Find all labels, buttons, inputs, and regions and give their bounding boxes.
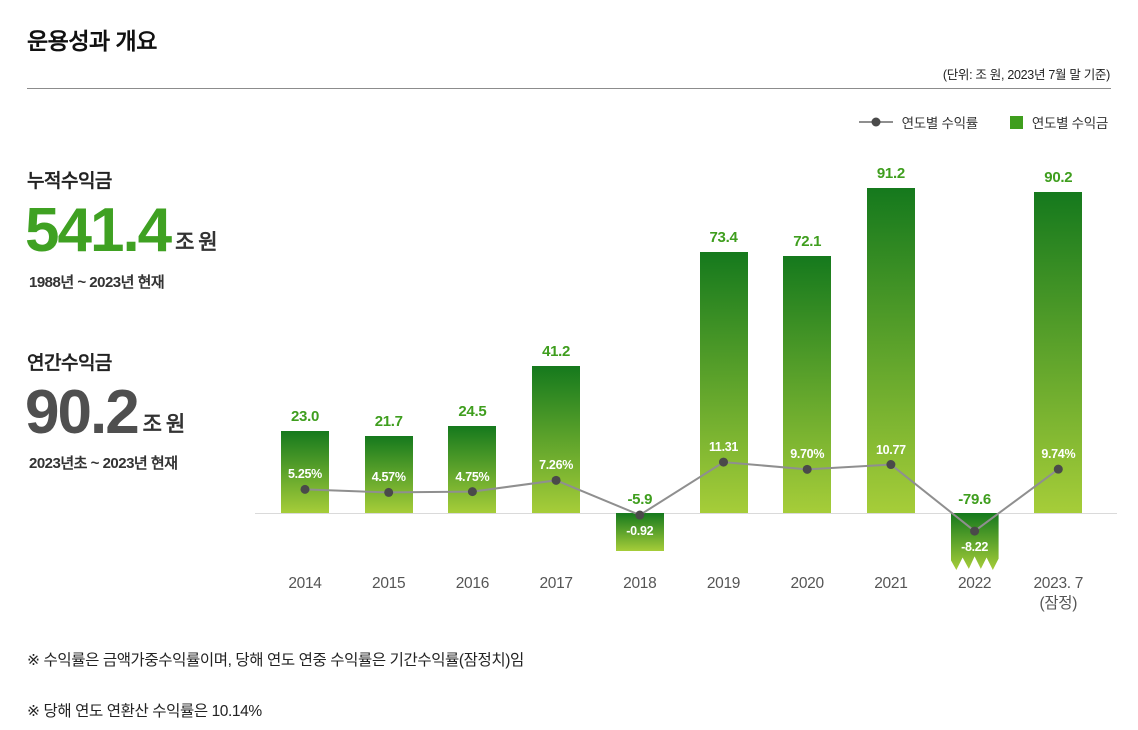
performance-chart: 23.0 5.25% 2014 21.7 4.57% 2015 24.5 4.75% 2016 4… <box>255 140 1117 625</box>
legend-item-amount: 연도별 수익금 <box>1009 112 1108 132</box>
rate-value-label: 4.57% <box>371 470 406 485</box>
cumulative-profit-period: 1988년 ~ 2023년 현재 <box>29 274 165 291</box>
bar-2020 <box>783 256 832 513</box>
annual-profit-label: 연간수익금 <box>27 353 112 374</box>
unit-note: (단위: 조 원, 2023년 7월 말 기준) <box>942 68 1110 82</box>
x-axis-label: 2015 <box>372 575 406 592</box>
annual-profit-unit: 조 원 <box>142 413 185 437</box>
page-title: 운용성과 개요 <box>27 28 157 54</box>
line-marker-icon <box>858 121 893 123</box>
cumulative-profit-number: 541.4 <box>25 196 172 265</box>
bar-2021 <box>866 188 915 513</box>
cumulative-profit-value: 541.4 조 원 <box>25 196 218 265</box>
bar-value-label: 72.1 <box>793 233 822 251</box>
x-axis-label: 2016 <box>455 575 490 592</box>
legend-amount-label: 연도별 수익금 <box>1031 116 1108 131</box>
bar-value-label: -5.9 <box>627 491 653 508</box>
bar-value-label: 90.2 <box>1044 168 1073 186</box>
annual-profit-value: 90.2 조 원 <box>25 378 185 447</box>
x-axis-label: 2019 <box>706 575 741 592</box>
bar-2023. 7 <box>1034 191 1083 513</box>
x-axis-label: 2023. 7 (잠정) <box>1033 575 1084 613</box>
bar-2019 <box>699 251 748 513</box>
bar-value-label: 41.2 <box>542 343 571 361</box>
header-divider <box>27 88 1111 89</box>
rate-value-label: 9.74% <box>1041 447 1076 462</box>
rate-value-label: -0.92 <box>626 524 654 539</box>
cumulative-profit-label: 누적수익금 <box>27 171 112 192</box>
bar-value-label: -79.6 <box>958 491 991 508</box>
legend-item-rate: 연도별 수익률 <box>858 112 978 132</box>
chart-legend: 연도별 수익률 연도별 수익금 <box>858 112 1108 132</box>
rate-value-label: 4.75% <box>455 469 490 484</box>
bar-value-label: 24.5 <box>458 402 487 420</box>
x-axis-label: 2017 <box>539 575 573 592</box>
rate-value-label: 11.31 <box>708 440 739 455</box>
annual-profit-period: 2023년초 ~ 2023년 현재 <box>29 455 178 472</box>
rate-value-label: 9.70% <box>790 447 825 462</box>
x-axis-label: 2018 <box>623 575 657 592</box>
legend-rate-label: 연도별 수익률 <box>901 116 978 131</box>
x-axis-label: 2021 <box>874 575 908 592</box>
footnote-1: ※ 수익률은 금액가중수익률이며, 당해 연도 연중 수익률은 기간수익률(잠정… <box>27 652 524 669</box>
annual-profit-number: 90.2 <box>25 378 140 447</box>
footnote-2: ※ 당해 연도 연환산 수익률은 10.14% <box>27 703 262 720</box>
rate-value-label: 10.77 <box>876 442 906 457</box>
bar-value-label: 91.2 <box>876 165 905 183</box>
rate-value-label: 7.26% <box>539 458 574 473</box>
x-axis-label: 2022 <box>957 575 992 592</box>
bar-2017 <box>532 366 581 513</box>
x-axis-label: 2020 <box>790 575 825 592</box>
footnotes: ※ 수익률은 금액가중수익률이며, 당해 연도 연중 수익률은 기간수익률(잠정… <box>27 648 524 730</box>
rate-value-label: 5.25% <box>288 467 322 482</box>
x-axis-label: 2014 <box>288 575 322 592</box>
bar-value-label: 21.7 <box>374 412 403 430</box>
cumulative-profit-unit: 조 원 <box>175 231 217 255</box>
bar-value-label: 23.0 <box>291 408 319 426</box>
bar-value-label: 73.4 <box>709 228 738 246</box>
rate-value-label: -8.22 <box>961 540 989 555</box>
green-square-icon <box>1009 115 1023 129</box>
